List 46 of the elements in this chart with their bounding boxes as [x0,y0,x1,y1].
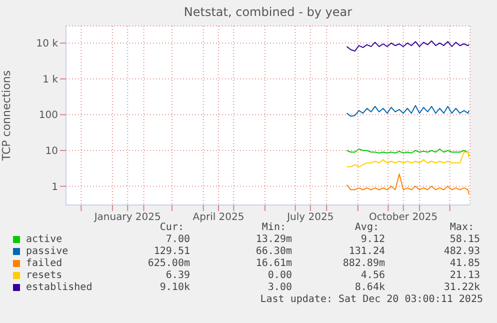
line-series [346,40,470,52]
text: 482.93 [444,246,480,257]
legend-label: failed [26,258,62,269]
line-series [346,152,470,168]
text: Cur: [160,222,184,233]
text: 129.51 [154,246,190,257]
y-axis-title: TCP connections [0,70,13,162]
text: 9.10k [160,282,190,293]
x-tick-label: April 2025 [192,212,244,224]
legend-label: active [26,234,62,245]
text: 3.00 [268,282,292,293]
x-tick-label: July 2025 [286,212,334,224]
text: 9.12 [360,234,385,245]
legend-label: resets [26,270,62,281]
y-tick-label: 1 [52,182,58,193]
legend-label: passive [26,246,68,257]
legend-label: established [26,282,92,293]
line-series [346,174,470,195]
text: 7.00 [166,234,190,245]
text: 41.85 [450,258,480,269]
y-tick-label: 10 k [36,38,58,50]
text: Max: [450,222,474,233]
text: 625.00m [148,258,190,269]
text: 4.56 [360,270,385,281]
text: 6.39 [166,270,190,281]
text: Last update: Sat Dec 20 03:00:11 2025 [260,294,483,305]
text: Min: [262,222,286,233]
y-tick-label: 10 [45,146,58,158]
text: 0.00 [268,270,292,281]
x-tick-label: January 2025 [93,212,161,224]
y-tick-label: 100 [38,110,58,122]
text: 16.61m [256,258,292,269]
text: Avg: [354,222,379,233]
text: 8.64k [354,282,385,293]
text: 131.24 [348,246,385,257]
text: 882.89m [342,258,385,269]
y-tick-label: 1 k [42,74,58,86]
chart-title: Netstat, combined - by year [182,5,354,19]
text: 58.15 [450,234,480,245]
text: 31.22k [444,282,480,293]
line-series [346,105,470,117]
x-tick-label: October 2025 [369,212,438,224]
text: 21.13 [450,270,480,281]
text: 13.29m [256,234,292,245]
text: 66.30m [256,246,292,257]
line-series [346,148,470,157]
